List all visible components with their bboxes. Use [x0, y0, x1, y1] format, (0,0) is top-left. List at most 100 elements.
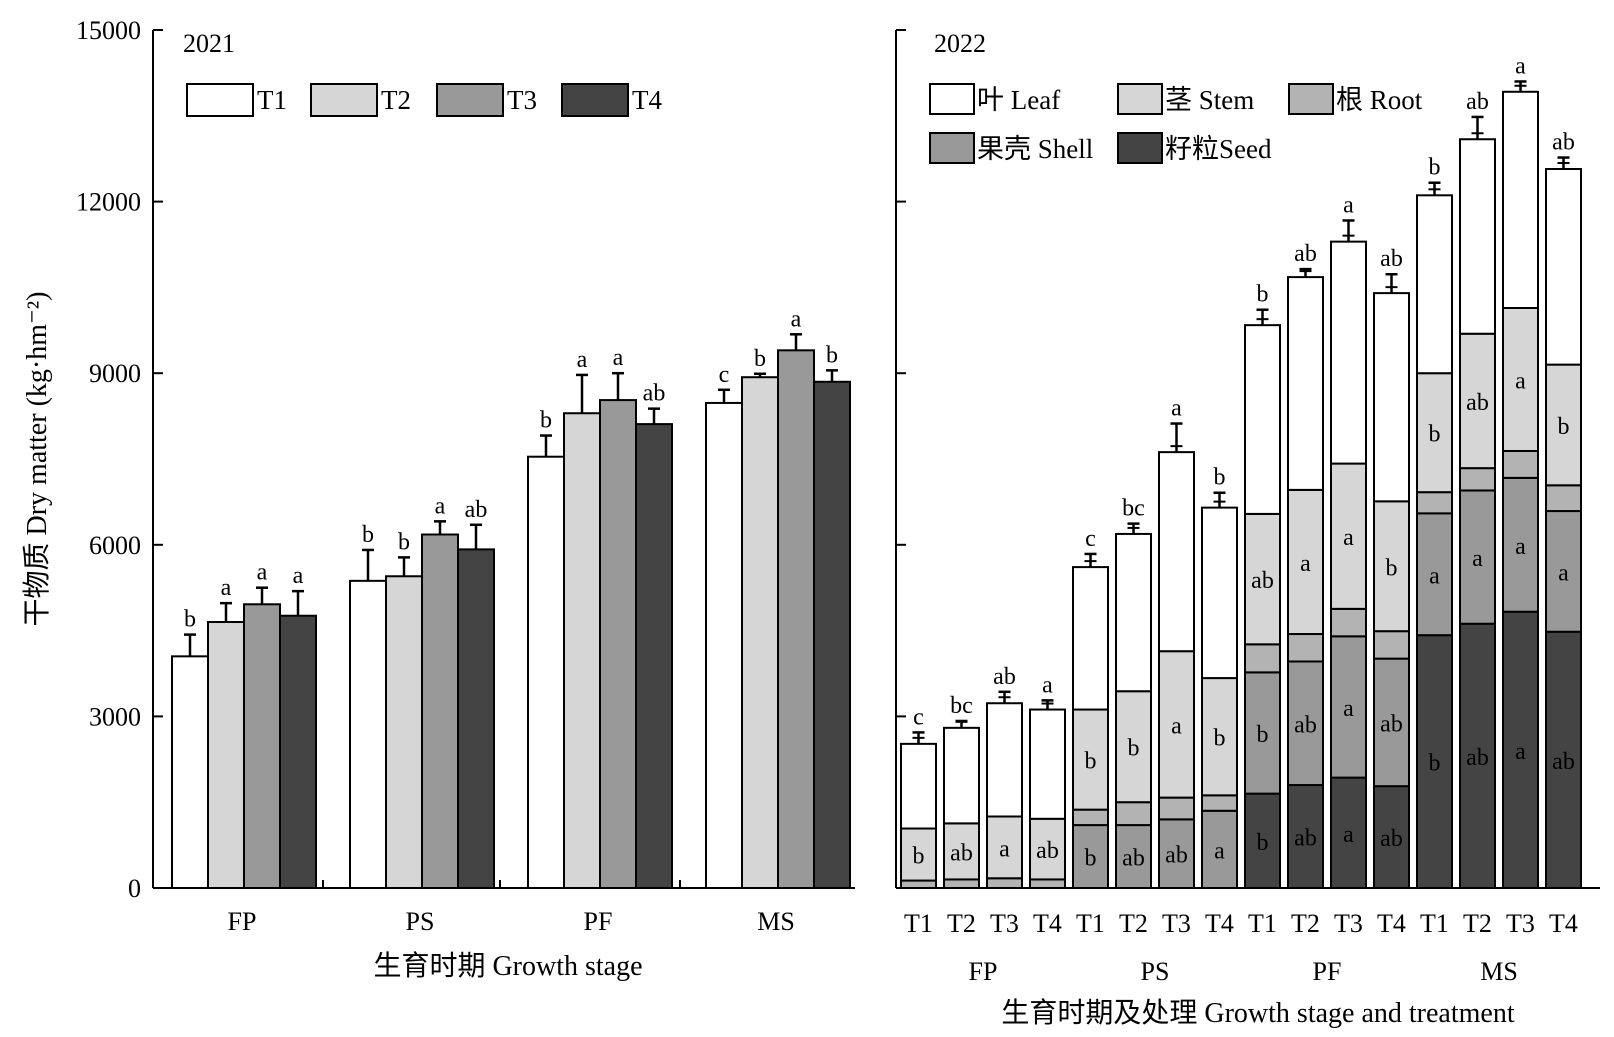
- bar-segment-ms-t4: [1545, 484, 1582, 513]
- bar-segment-pf-t1: [1244, 643, 1281, 674]
- bar-segment-fp-t2: [943, 878, 980, 889]
- bar-t3-ms: [777, 349, 815, 889]
- sig-label: ab: [1294, 712, 1317, 738]
- sig-label: b: [1085, 846, 1097, 872]
- legend-label-t4: T4: [632, 85, 662, 115]
- x-tick-label-t3: T3: [1506, 909, 1535, 938]
- bar-segment-fp-t2: [943, 822, 980, 881]
- sig-label: b: [913, 844, 925, 870]
- sig-label: ab: [465, 497, 488, 523]
- bar-segment-pf-t2: [1287, 488, 1324, 636]
- sig-label: a: [1343, 696, 1354, 722]
- sig-label: a: [1429, 563, 1440, 589]
- x-tick-label-pf: PF: [584, 907, 613, 936]
- sig-label: ab: [1294, 826, 1317, 852]
- bar-t1-ps: [349, 579, 387, 889]
- bar-segment-fp-t1: [900, 879, 937, 890]
- bar-segment-fp-t1: [900, 827, 937, 882]
- sig-label: a: [1042, 672, 1053, 698]
- bar-segment-ms-t1: [1416, 634, 1453, 890]
- sig-label: ab: [1552, 749, 1575, 775]
- bar-segment-ms-t4: [1545, 167, 1582, 366]
- bar-segment-ps-t4: [1201, 677, 1238, 797]
- sig-label: a: [1343, 192, 1354, 218]
- x-tick-label-t3: T3: [1162, 909, 1191, 938]
- y-tick-label: 12000: [76, 188, 141, 217]
- bar-segment-pf-t4: [1373, 500, 1410, 633]
- bar-t4-ms: [813, 380, 851, 889]
- legend-label-t3: T3: [507, 85, 537, 115]
- bar-segment-pf-t3: [1330, 607, 1367, 638]
- bar-t2-pf: [563, 412, 601, 889]
- sig-label: bc: [950, 693, 973, 719]
- bar-segment-pf-t3: [1330, 462, 1367, 610]
- y-tick-label: 9000: [89, 359, 141, 388]
- group-label-fp: FP: [969, 957, 998, 986]
- bar-segment-ps-t3: [1158, 796, 1195, 821]
- bar-segment-ps-t3: [1158, 818, 1195, 889]
- bar-t1-pf: [527, 455, 565, 889]
- x-tick-label-t4: T4: [1377, 909, 1406, 938]
- y-tick-label: 15000: [76, 16, 141, 45]
- sig-label: b: [398, 529, 410, 555]
- bar-segment-pf-t4: [1373, 292, 1410, 503]
- sig-label: a: [221, 575, 232, 601]
- bar-t3-pf: [599, 399, 637, 889]
- sig-label: b: [362, 522, 374, 548]
- sig-label: b: [1558, 414, 1570, 440]
- sig-label: b: [1429, 155, 1441, 181]
- bar-segment-ps-t2: [1115, 532, 1152, 693]
- x-tick-label-t2: T2: [947, 909, 976, 938]
- bar-segment-ms-t2: [1459, 489, 1496, 625]
- sig-label: ab: [1466, 89, 1489, 115]
- x-tick-label-t2: T2: [1291, 909, 1320, 938]
- x-tick-label-t1: T1: [1076, 909, 1105, 938]
- bar-t2-fp: [207, 621, 245, 890]
- bar-segment-fp-t3: [986, 815, 1023, 880]
- x-tick-label-t3: T3: [990, 909, 1019, 938]
- x-tick-label-t2: T2: [1119, 909, 1148, 938]
- bar-segment-ps-t3: [1158, 650, 1195, 799]
- sig-label: ab: [1552, 130, 1575, 156]
- sig-label: ab: [950, 840, 973, 866]
- bar-segment-ms-t1: [1416, 491, 1453, 515]
- legend-swatch: [1117, 83, 1163, 115]
- bar-segment-ms-t4: [1545, 630, 1582, 890]
- sig-label: a: [1171, 396, 1182, 422]
- sig-label: b: [1429, 422, 1441, 448]
- bar-segment-fp-t2: [943, 726, 980, 825]
- bar-segment-pf-t2: [1287, 633, 1324, 663]
- sig-label: ab: [1380, 246, 1403, 272]
- sig-label: a: [1300, 551, 1311, 577]
- sig-label: ab: [643, 381, 666, 407]
- sig-label: a: [257, 560, 268, 586]
- sig-label: b: [184, 607, 196, 633]
- legend-swatch: [1117, 132, 1163, 164]
- bar-segment-ms-t1: [1416, 512, 1453, 637]
- bar-segment-fp-t3: [986, 702, 1023, 818]
- x-tick-label-t1: T1: [1420, 909, 1449, 938]
- bar-segment-ps-t3: [1158, 451, 1195, 653]
- sig-label: b: [1257, 282, 1269, 308]
- sig-label: ab: [1165, 843, 1188, 869]
- sig-label: b: [1257, 722, 1269, 748]
- bar-segment-ms-t1: [1416, 194, 1453, 375]
- panel-2021: 0 3000 6000 9000 12000 15000 干物质 Dry matter (k…: [21, 16, 855, 982]
- sig-label: a: [999, 836, 1010, 862]
- sig-label: bc: [1122, 496, 1145, 522]
- bar-t2-ms: [741, 376, 779, 889]
- sig-label: b: [1429, 751, 1441, 777]
- bar-t3-ps: [421, 533, 459, 890]
- x-tick-label-t1: T1: [904, 909, 933, 938]
- bar-t4-pf: [635, 423, 673, 889]
- bar-segment-pf-t3: [1330, 240, 1367, 465]
- sig-label: a: [1343, 525, 1354, 551]
- year-label-2022: 2022: [934, 29, 986, 58]
- sig-label: ab: [1294, 241, 1317, 267]
- bar-segment-ps-t1: [1072, 808, 1109, 827]
- bar-segment-fp-t1: [900, 742, 937, 830]
- bar-segment-ms-t2: [1459, 467, 1496, 492]
- sig-label: b: [1128, 736, 1140, 762]
- x-axis-title: 生育时期 Growth stage: [373, 950, 642, 982]
